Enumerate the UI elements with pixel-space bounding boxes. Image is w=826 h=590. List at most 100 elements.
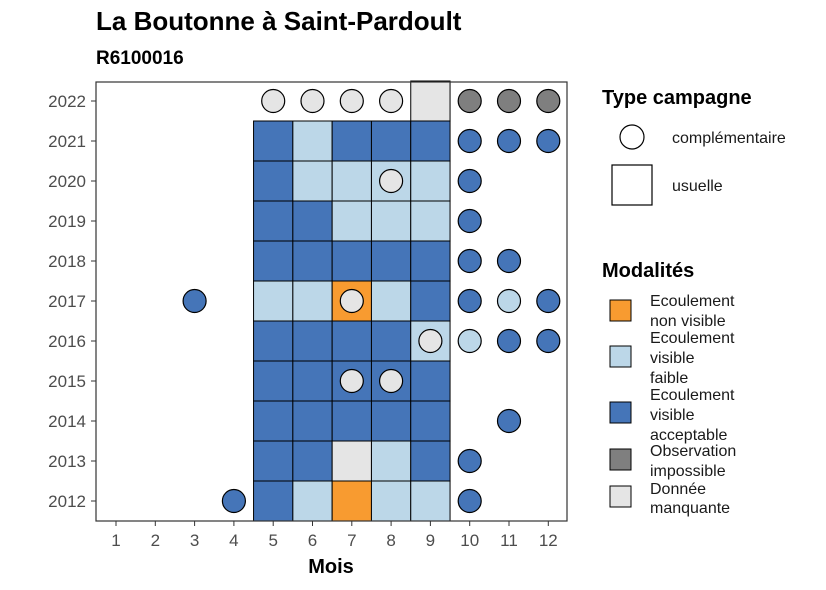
cell-2017-8 (370, 280, 412, 322)
cell-2019-8 (370, 200, 412, 242)
x-tick-label-8: 8 (386, 531, 395, 550)
x-tick-label-3: 3 (190, 531, 199, 550)
cell-2017-9 (410, 280, 451, 322)
point-2016-9 (418, 328, 443, 354)
x-tick-label-4: 4 (229, 531, 238, 550)
y-tick-label-2020: 2020 (48, 172, 86, 191)
cell-2012-7 (331, 480, 372, 522)
legend-modalites-title: Modalités (602, 260, 694, 282)
point-2018-10 (457, 248, 482, 274)
point-2014-11 (496, 408, 522, 434)
cell-2014-8 (370, 400, 412, 442)
cell-2021-6 (292, 120, 333, 162)
cell-2020-5 (253, 160, 294, 202)
legend-label-modalite-2-line-2: visible (650, 350, 695, 367)
y-tick-label-2022: 2022 (48, 92, 86, 111)
cell-2015-9 (410, 360, 451, 402)
cell-2018-5 (253, 240, 294, 282)
point-2020-10 (457, 168, 482, 194)
point-2012-4 (221, 488, 246, 514)
chart-subtitle: R6100016 (96, 48, 184, 69)
cell-2016-6 (292, 320, 333, 362)
legend-label-modalite-1-line-2: non visible (650, 313, 726, 330)
x-tick-label-10: 10 (460, 531, 479, 550)
point-2018-11 (496, 248, 522, 274)
point-2015-8 (379, 368, 404, 394)
legend-key-modalite-3 (609, 401, 632, 424)
x-axis-title: Mois (308, 556, 354, 578)
point-2017-7 (339, 288, 364, 314)
x-tick-label-11: 11 (500, 531, 518, 550)
point-2019-10 (457, 208, 482, 234)
cell-2014-9 (410, 400, 451, 442)
point-2022-8 (379, 88, 404, 114)
point-2022-7 (339, 88, 364, 114)
cell-2012-9 (410, 480, 451, 522)
point-2017-12 (536, 288, 561, 314)
cell-2012-8 (370, 480, 412, 522)
heatmap-points (182, 88, 561, 514)
cell-2020-7 (331, 160, 372, 202)
y-tick-label-2012: 2012 (48, 492, 86, 511)
point-2022-6 (300, 88, 325, 114)
legend-label-modalite-3-line-1: Ecoulement (650, 387, 735, 404)
y-tick-label-2014: 2014 (48, 412, 86, 431)
legend-campagne-title: Type campagne (602, 87, 752, 109)
legend-label-usuelle: usuelle (672, 178, 723, 195)
point-2021-11 (496, 128, 522, 154)
legend-label-modalite-1-line-1: Ecoulement (650, 293, 735, 310)
cell-2016-5 (253, 320, 294, 362)
legend-label-modalite-4-line-2: impossible (650, 463, 726, 480)
legend-key-usuelle (611, 164, 653, 206)
point-2015-7 (339, 368, 364, 394)
cell-2021-7 (331, 120, 372, 162)
legend-label-complementaire: complémentaire (672, 130, 786, 147)
point-2022-5 (261, 88, 286, 114)
cell-2019-5 (253, 200, 294, 242)
legend-key-modalite-4 (609, 448, 632, 471)
x-tick-label-7: 7 (347, 531, 356, 550)
point-2020-8 (379, 168, 404, 194)
legend-label-modalite-2-line-1: Ecoulement (650, 330, 735, 347)
y-tick-label-2017: 2017 (48, 292, 86, 311)
cell-2016-8 (370, 320, 412, 362)
x-tick-label-6: 6 (308, 531, 317, 550)
cell-2019-9 (410, 200, 451, 242)
point-2016-10 (457, 328, 482, 354)
point-2021-12 (536, 128, 561, 154)
cell-2013-7 (331, 440, 372, 482)
y-tick-label-2021: 2021 (48, 132, 86, 151)
y-tick-label-2018: 2018 (48, 252, 86, 271)
point-2016-12 (536, 328, 561, 354)
point-2017-11 (496, 288, 522, 314)
y-tick-label-2019: 2019 (48, 212, 86, 231)
cell-2016-7 (331, 320, 372, 362)
legend-label-modalite-4-line-1: Observation (650, 443, 736, 460)
heatmap-cells (253, 80, 451, 522)
x-axis: 1 2 3 4 5 6 7 8 9 10 11 12 (111, 521, 558, 550)
legend-key-modalite-5 (609, 485, 632, 508)
point-2022-12 (536, 88, 561, 114)
cell-2021-8 (370, 120, 412, 162)
cell-2015-6 (292, 360, 333, 402)
cell-2018-6 (292, 240, 333, 282)
cell-2021-9 (410, 120, 451, 162)
legend-label-modalite-3-line-3: acceptable (650, 427, 727, 444)
point-2017-3 (182, 288, 207, 314)
y-axis: 2012 2013 2014 2015 2016 2017 2018 2019 2020 2021… (48, 92, 96, 511)
cell-2014-7 (331, 400, 372, 442)
cell-2012-6 (292, 480, 333, 522)
legend-label-modalite-2-line-3: faible (650, 370, 688, 387)
point-2016-11 (496, 328, 522, 354)
legend-key-modalite-1 (609, 299, 632, 322)
x-tick-label-9: 9 (426, 531, 435, 550)
y-tick-label-2016: 2016 (48, 332, 86, 351)
point-2021-10 (457, 128, 482, 154)
cell-2017-5 (253, 280, 294, 322)
legend-label-modalite-3-line-2: visible (650, 407, 695, 424)
cell-2014-5 (253, 400, 294, 442)
cell-2012-5 (253, 480, 294, 522)
legend-campagne: Type campagne complémentaire usuelle (602, 87, 786, 206)
